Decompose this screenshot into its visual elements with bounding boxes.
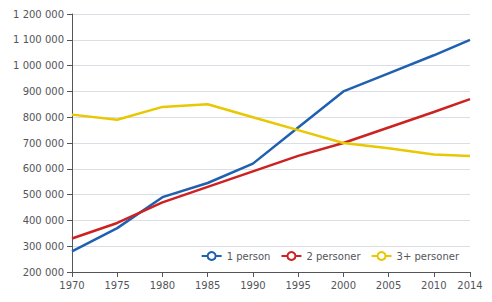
svg-text:2010: 2010	[421, 280, 446, 291]
svg-text:3+ personer: 3+ personer	[397, 251, 460, 262]
svg-text:2014: 2014	[457, 280, 482, 291]
svg-text:800 000: 800 000	[23, 112, 64, 123]
svg-text:1975: 1975	[105, 280, 130, 291]
svg-text:1990: 1990	[240, 280, 265, 291]
svg-text:1995: 1995	[285, 280, 310, 291]
svg-text:1 000 000: 1 000 000	[13, 60, 64, 71]
svg-text:900 000: 900 000	[23, 86, 64, 97]
svg-text:400 000: 400 000	[23, 215, 64, 226]
svg-text:700 000: 700 000	[23, 138, 64, 149]
svg-text:2 personer: 2 personer	[306, 251, 361, 262]
svg-text:500 000: 500 000	[23, 189, 64, 200]
svg-text:2000: 2000	[331, 280, 356, 291]
svg-text:2005: 2005	[376, 280, 401, 291]
svg-text:1 person: 1 person	[227, 251, 271, 262]
svg-text:300 000: 300 000	[23, 241, 64, 252]
svg-text:200 000: 200 000	[23, 267, 64, 278]
svg-text:1980: 1980	[150, 280, 175, 291]
svg-text:1970: 1970	[59, 280, 84, 291]
svg-text:1 100 000: 1 100 000	[13, 34, 64, 45]
svg-text:1985: 1985	[195, 280, 220, 291]
svg-text:600 000: 600 000	[23, 163, 64, 174]
svg-text:1 200 000: 1 200 000	[13, 9, 64, 20]
